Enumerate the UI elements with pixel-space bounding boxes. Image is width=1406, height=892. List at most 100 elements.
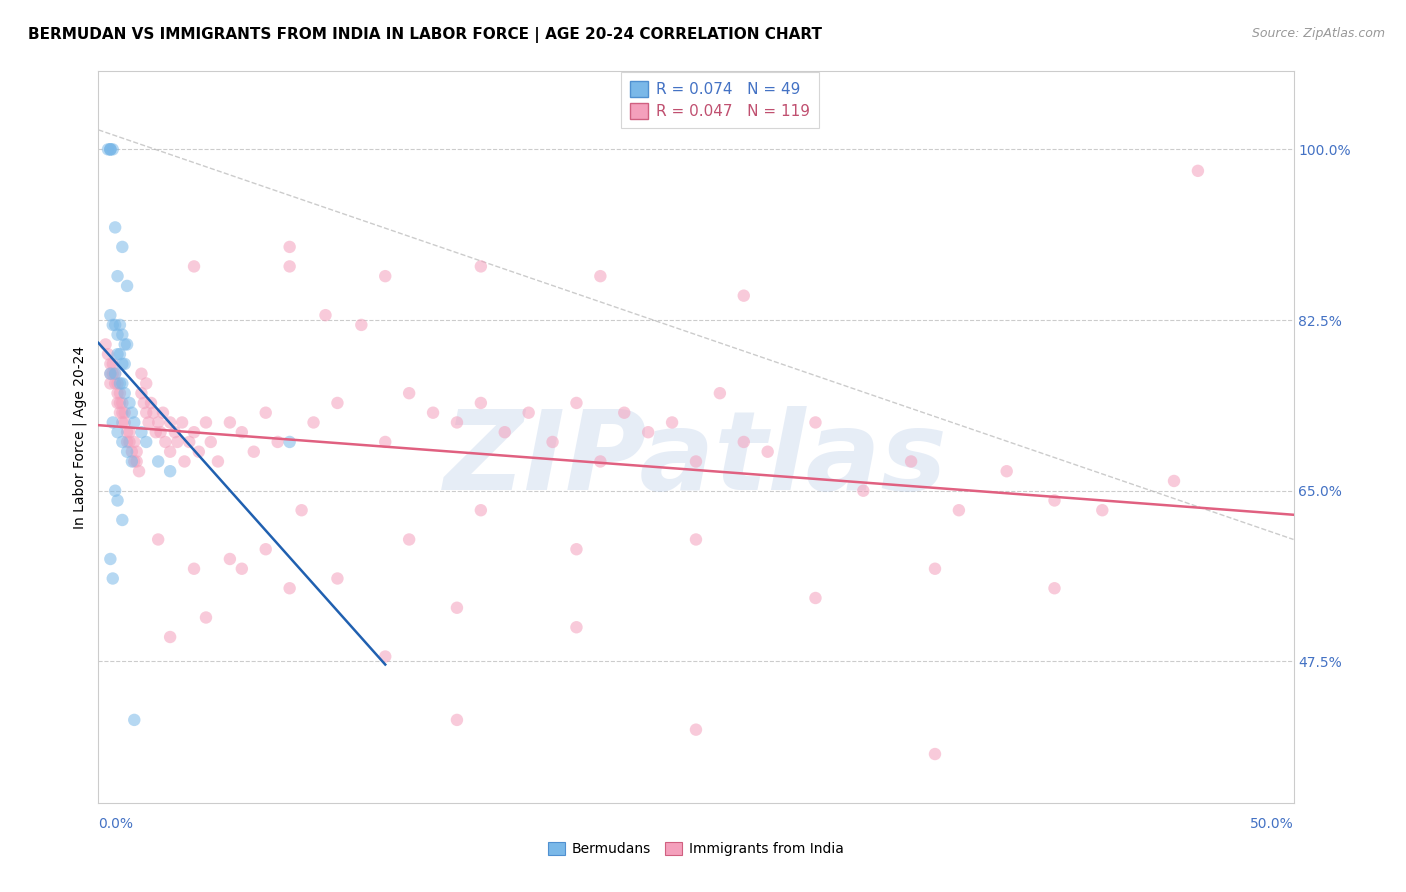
Point (104, 220, 127, 235)
Point (948, 503, 970, 517)
Point (107, 396, 129, 410)
Point (1043, 493, 1066, 508)
Point (302, 416, 325, 430)
Point (101, 318, 124, 332)
Point (589, 454, 612, 468)
Point (219, 416, 242, 430)
Point (315, 308, 337, 322)
Point (125, 454, 148, 468)
Point (101, 367, 124, 381)
Point (159, 416, 181, 430)
Point (470, 260, 492, 274)
Point (350, 318, 373, 332)
Point (121, 406, 143, 420)
Point (163, 425, 186, 440)
Point (107, 347, 129, 361)
Point (200, 434, 222, 449)
Point (128, 464, 150, 478)
Point (685, 723, 707, 737)
Point (155, 434, 177, 449)
Point (98, 376, 122, 391)
Point (278, 240, 301, 254)
Point (900, 454, 922, 468)
Point (756, 444, 779, 458)
Point (565, 620, 588, 634)
Point (98, 308, 122, 322)
Point (101, 142, 124, 156)
Point (115, 279, 138, 293)
Point (131, 425, 153, 440)
Point (637, 425, 659, 440)
Point (107, 425, 129, 440)
Point (231, 425, 253, 440)
Point (101, 572, 124, 586)
Point (97, 347, 120, 361)
Point (374, 434, 396, 449)
Point (589, 269, 612, 284)
Point (115, 444, 138, 458)
Text: 0.0%: 0.0% (98, 817, 134, 831)
Point (115, 434, 138, 449)
Point (565, 396, 588, 410)
Point (98, 367, 122, 381)
Point (125, 444, 148, 458)
Point (107, 386, 129, 401)
Point (446, 713, 468, 727)
Point (148, 533, 170, 547)
Text: 50.0%: 50.0% (1250, 817, 1294, 831)
Point (138, 416, 160, 430)
Point (183, 425, 205, 440)
Point (195, 610, 218, 624)
Point (131, 367, 153, 381)
Y-axis label: In Labor Force | Age 20-24: In Labor Force | Age 20-24 (73, 345, 87, 529)
Point (118, 425, 141, 440)
Point (804, 591, 827, 605)
Point (97, 142, 120, 156)
Point (111, 396, 134, 410)
Point (111, 240, 134, 254)
Point (111, 357, 134, 371)
Point (114, 386, 136, 401)
Point (101, 357, 124, 371)
Point (108, 347, 131, 361)
Point (517, 406, 540, 420)
Point (326, 396, 349, 410)
Text: Source: ZipAtlas.com: Source: ZipAtlas.com (1251, 27, 1385, 40)
Point (111, 513, 134, 527)
Point (685, 454, 707, 468)
Point (142, 406, 165, 420)
Point (374, 269, 396, 284)
Point (139, 396, 162, 410)
Point (446, 416, 468, 430)
Point (254, 542, 277, 557)
Point (326, 572, 349, 586)
Point (159, 630, 181, 644)
Text: BERMUDAN VS IMMIGRANTS FROM INDIA IN LABOR FORCE | AGE 20-24 CORRELATION CHART: BERMUDAN VS IMMIGRANTS FROM INDIA IN LAB… (28, 27, 823, 43)
Point (852, 483, 875, 498)
Point (108, 376, 131, 391)
Point (374, 649, 396, 664)
Point (470, 503, 492, 517)
Point (187, 444, 209, 458)
Point (219, 552, 242, 566)
Point (121, 444, 143, 458)
Point (107, 376, 129, 391)
Point (104, 483, 127, 498)
Point (422, 406, 444, 420)
Point (179, 434, 201, 449)
Point (98, 142, 122, 156)
Point (101, 416, 124, 430)
Point (111, 406, 134, 420)
Point (131, 386, 153, 401)
Point (613, 406, 636, 420)
Point (1043, 581, 1066, 595)
Point (145, 425, 167, 440)
Point (195, 416, 218, 430)
Point (398, 386, 420, 401)
Point (115, 337, 138, 351)
Point (114, 337, 136, 351)
Point (231, 562, 253, 576)
Point (114, 406, 136, 420)
Point (118, 434, 141, 449)
Point (111, 376, 134, 391)
